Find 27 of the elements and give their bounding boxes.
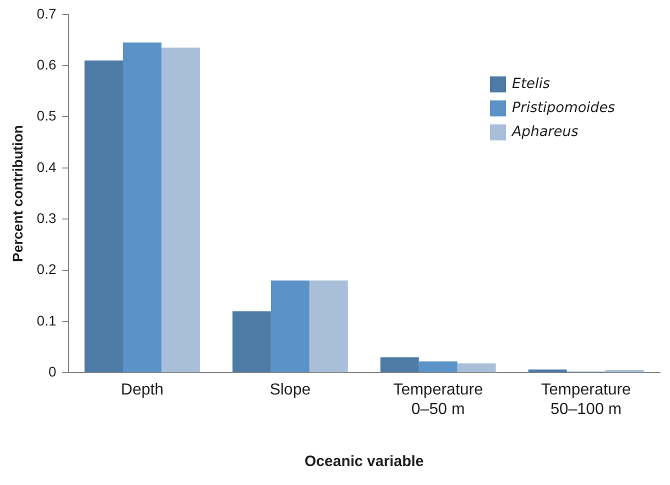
bar — [123, 42, 162, 372]
legend-label: Pristipomoides — [512, 100, 616, 116]
bar — [161, 48, 200, 372]
legend-label: Aphareus — [511, 124, 578, 140]
y-tick-label: 0.7 — [36, 5, 56, 22]
x-tick-label: Temperature 50–100 m — [541, 382, 632, 418]
bar — [270, 280, 310, 372]
bar — [418, 361, 458, 372]
bar — [232, 311, 271, 372]
y-tick-label: 0 — [48, 363, 56, 380]
x-tick-label: Temperature 0–50 m — [393, 382, 484, 418]
x-axis-title: Oceanic variable — [304, 453, 424, 470]
y-tick-label: 0.6 — [36, 56, 56, 72]
y-tick-label: 0.5 — [36, 108, 56, 124]
bar — [380, 357, 419, 372]
bar — [528, 370, 567, 372]
y-tick-label: 0.2 — [36, 261, 56, 278]
y-axis-title: Percent contribution — [9, 125, 26, 262]
bar — [309, 280, 348, 372]
legend-label: Etelis — [512, 76, 550, 92]
x-tick-label: Slope — [270, 382, 311, 399]
bar — [84, 60, 123, 372]
y-tick-label: 0.4 — [36, 158, 56, 175]
bar — [457, 363, 496, 372]
y-tick-label: 0.3 — [36, 210, 56, 226]
x-tick-label: Depth — [120, 382, 164, 399]
y-tick-label: 0.1 — [36, 312, 56, 328]
